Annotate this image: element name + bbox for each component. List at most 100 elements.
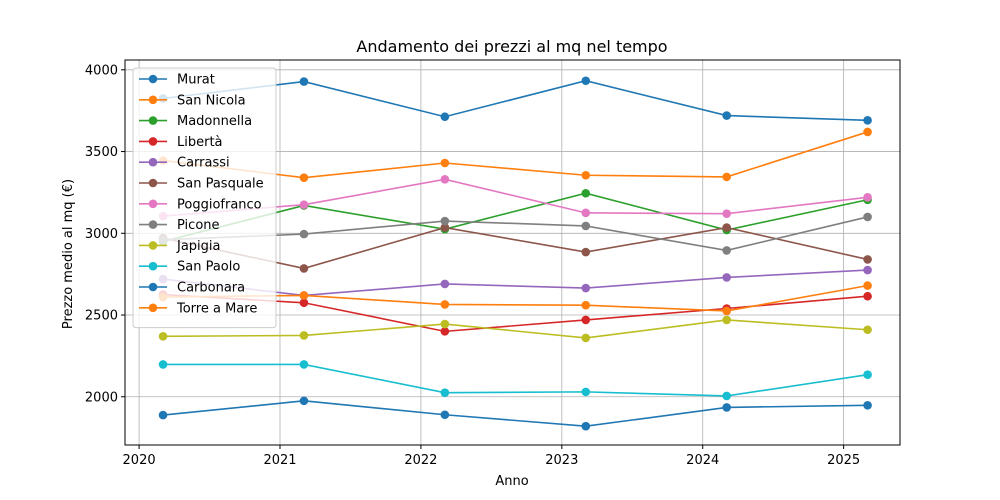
data-point (299, 298, 309, 308)
data-point (440, 279, 450, 289)
data-point (581, 188, 591, 198)
data-point (863, 255, 872, 264)
series-picone (158, 212, 872, 255)
series-carbonara (158, 396, 872, 431)
data-point (722, 315, 731, 325)
legend: Murat San Nicola Madonnella Libertà Carrassi… (132, 67, 277, 329)
legend-item: San Pasquale (139, 177, 264, 192)
legend-marker (148, 74, 158, 84)
series-line (162, 269, 868, 297)
data-point (722, 223, 731, 232)
data-point (581, 170, 591, 180)
legend-item: Madonnella (139, 114, 252, 129)
y-tick-label: 2500 (85, 309, 118, 324)
data-point (440, 319, 450, 329)
data-point (863, 400, 872, 410)
x-tick-label: 2022 (404, 453, 437, 468)
series-line (162, 192, 868, 243)
data-point (299, 331, 309, 340)
data-point (440, 216, 450, 226)
legend-marker (148, 303, 158, 313)
legend-item: Picone (139, 218, 220, 233)
data-point (158, 410, 168, 420)
legend-item: Japigia (139, 239, 221, 254)
y-tick-label: 4000 (85, 63, 118, 78)
legend-item: Poggiofranco (139, 197, 262, 212)
legend-marker (148, 199, 158, 209)
legend-marker (148, 241, 158, 250)
data-point (581, 76, 591, 86)
data-point (581, 208, 591, 218)
data-point (722, 403, 731, 412)
data-point (440, 388, 450, 397)
legend-item: Carbonara (139, 281, 245, 296)
data-point (722, 391, 731, 401)
series-japigia (158, 315, 872, 343)
y-axis-label: Prezzo medio al mq (€) (61, 179, 76, 329)
data-point (158, 331, 168, 341)
legend-item: Carrassi (139, 156, 230, 171)
legend-label: Poggiofranco (177, 197, 262, 212)
legend-label: Japigia (176, 239, 221, 254)
series-line (162, 79, 868, 122)
data-point (440, 327, 450, 336)
legend-marker (148, 116, 158, 125)
data-point (299, 173, 309, 183)
data-point (581, 247, 591, 257)
data-point (863, 291, 872, 301)
series-san-paolo (158, 360, 872, 401)
x-tick-label: 2024 (686, 453, 719, 468)
data-point (722, 209, 731, 218)
data-point (581, 315, 591, 325)
legend-label: Libertà (177, 135, 223, 150)
legend-box (132, 67, 277, 329)
data-point (581, 221, 591, 231)
legend-item: San Paolo (139, 260, 240, 275)
x-tick-label: 2020 (123, 453, 156, 468)
series-line (162, 131, 868, 179)
data-point (440, 158, 450, 168)
data-point (863, 370, 872, 380)
data-point (863, 212, 872, 222)
legend-marker (148, 137, 158, 146)
legend-label: San Pasquale (177, 177, 264, 192)
legend-marker (148, 178, 158, 188)
legend-marker (148, 157, 158, 167)
data-point (863, 281, 872, 290)
plot-frame (124, 59, 901, 446)
legend-marker (148, 282, 158, 292)
data-point (722, 273, 731, 282)
series-line (162, 178, 868, 217)
x-tick-label: 2025 (827, 453, 860, 468)
data-point (581, 300, 591, 310)
legend-item: Torre a Mare (139, 301, 257, 316)
legend-label: Carrassi (177, 156, 230, 171)
data-point (299, 396, 309, 406)
data-point (299, 229, 309, 239)
y-tick-label: 3000 (85, 227, 118, 242)
legend-item: Libertà (139, 135, 223, 150)
data-point (581, 387, 591, 397)
data-point (299, 264, 309, 273)
data-point (158, 360, 168, 369)
series-line (162, 400, 868, 428)
chart-title: Andamento dei prezzi al mq nel tempo (356, 37, 667, 56)
data-point (440, 175, 450, 184)
x-tick-label: 2023 (545, 453, 578, 468)
x-tick-label: 2021 (263, 453, 296, 468)
legend-marker (148, 220, 158, 229)
legend-item: San Nicola (139, 93, 246, 108)
legend-label: Madonnella (177, 114, 252, 129)
data-point (440, 300, 450, 309)
legend-label: Picone (177, 218, 220, 233)
y-tick-label: 2000 (85, 390, 118, 405)
legend-label: Torre a Mare (176, 301, 257, 316)
data-point (863, 116, 872, 125)
series-line (163, 216, 868, 252)
data-point (863, 325, 872, 335)
series-line (163, 284, 868, 312)
axes: 2020 2021 2022 2023 2024 2025 2000 2500 3000 3500… (85, 63, 860, 468)
y-tick-label: 3500 (85, 145, 118, 160)
legend-item: Murat (139, 73, 215, 88)
